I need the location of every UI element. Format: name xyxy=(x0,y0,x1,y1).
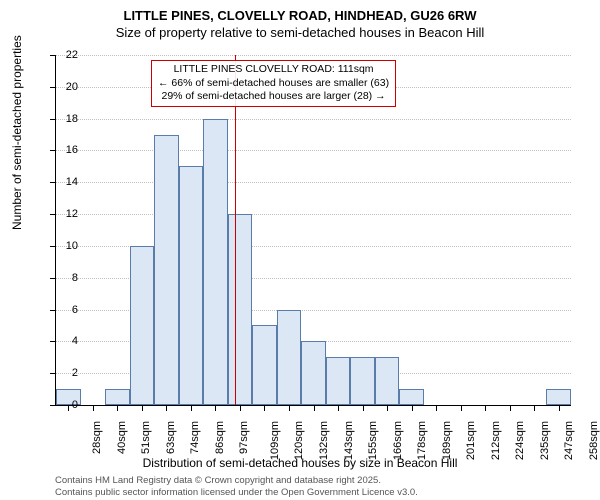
x-tick-label: 143sqm xyxy=(343,421,355,460)
x-tick-label: 247sqm xyxy=(563,421,575,460)
y-tick-label: 20 xyxy=(50,81,78,93)
histogram-bar xyxy=(375,357,400,405)
histogram-bar xyxy=(301,341,326,405)
x-tick-label: 132sqm xyxy=(318,421,330,460)
y-tick-label: 10 xyxy=(50,240,78,252)
property-marker-line xyxy=(235,55,236,405)
histogram-bar xyxy=(203,119,228,405)
x-tick xyxy=(461,405,462,411)
histogram-bar xyxy=(154,135,179,405)
x-tick xyxy=(559,405,560,411)
annotation-line1: LITTLE PINES CLOVELLY ROAD: 111sqm xyxy=(158,63,389,77)
histogram-bar xyxy=(277,310,302,405)
y-tick-label: 4 xyxy=(50,335,78,347)
y-tick-label: 16 xyxy=(50,144,78,156)
x-tick xyxy=(338,405,339,411)
y-tick-label: 8 xyxy=(50,272,78,284)
x-tick-label: 97sqm xyxy=(238,421,250,454)
x-tick xyxy=(191,405,192,411)
y-tick-label: 18 xyxy=(50,113,78,125)
x-tick-label: 74sqm xyxy=(189,421,201,454)
x-tick xyxy=(363,405,364,411)
x-tick-label: 120sqm xyxy=(294,421,306,460)
y-tick-label: 14 xyxy=(50,176,78,188)
x-tick xyxy=(142,405,143,411)
histogram-bar xyxy=(546,389,571,405)
x-tick-label: 189sqm xyxy=(441,421,453,460)
chart-title: LITTLE PINES, CLOVELLY ROAD, HINDHEAD, G… xyxy=(0,0,600,25)
x-tick-label: 86sqm xyxy=(214,421,226,454)
annotation-box: LITTLE PINES CLOVELLY ROAD: 111sqm ← 66%… xyxy=(151,60,396,107)
histogram-bar xyxy=(252,325,277,405)
x-tick xyxy=(510,405,511,411)
histogram-bar xyxy=(179,166,204,405)
gridline xyxy=(56,182,571,183)
x-tick xyxy=(117,405,118,411)
x-tick-label: 109sqm xyxy=(269,421,281,460)
x-tick-label: 155sqm xyxy=(367,421,379,460)
histogram-bar xyxy=(130,246,155,405)
x-tick xyxy=(166,405,167,411)
x-tick-label: 40sqm xyxy=(116,421,128,454)
x-tick-label: 235sqm xyxy=(539,421,551,460)
y-tick-label: 0 xyxy=(50,399,78,411)
x-tick xyxy=(485,405,486,411)
y-tick-label: 12 xyxy=(50,208,78,220)
footer-line1: Contains HM Land Registry data © Crown c… xyxy=(55,475,418,486)
annotation-line3: 29% of semi-detached houses are larger (… xyxy=(158,90,389,104)
x-tick-label: 63sqm xyxy=(165,421,177,454)
gridline xyxy=(56,119,571,120)
x-tick xyxy=(289,405,290,411)
y-tick-label: 2 xyxy=(50,367,78,379)
x-tick-label: 178sqm xyxy=(416,421,428,460)
x-tick xyxy=(534,405,535,411)
x-tick xyxy=(215,405,216,411)
footer-line2: Contains public sector information licen… xyxy=(55,487,418,498)
x-tick xyxy=(412,405,413,411)
x-tick xyxy=(264,405,265,411)
y-tick-label: 22 xyxy=(50,49,78,61)
x-tick xyxy=(436,405,437,411)
x-tick xyxy=(240,405,241,411)
histogram-bar xyxy=(350,357,375,405)
annotation-line2: ← 66% of semi-detached houses are smalle… xyxy=(158,77,389,91)
histogram-bar xyxy=(105,389,130,405)
chart-subtitle: Size of property relative to semi-detach… xyxy=(0,25,600,42)
x-tick xyxy=(387,405,388,411)
x-tick-label: 212sqm xyxy=(490,421,502,460)
chart-container: LITTLE PINES, CLOVELLY ROAD, HINDHEAD, G… xyxy=(0,0,600,500)
gridline xyxy=(56,214,571,215)
histogram-bar xyxy=(399,389,424,405)
x-tick-label: 166sqm xyxy=(392,421,404,460)
y-tick-label: 6 xyxy=(50,304,78,316)
x-tick-label: 28sqm xyxy=(91,421,103,454)
plot-area: LITTLE PINES CLOVELLY ROAD: 111sqm ← 66%… xyxy=(55,55,571,406)
histogram-bar xyxy=(228,214,253,405)
x-tick xyxy=(314,405,315,411)
gridline xyxy=(56,55,571,56)
y-axis-title: Number of semi-detached properties xyxy=(10,35,24,230)
footer-text: Contains HM Land Registry data © Crown c… xyxy=(55,475,418,498)
histogram-bar xyxy=(326,357,351,405)
x-tick-label: 258sqm xyxy=(588,421,600,460)
x-tick-label: 201sqm xyxy=(465,421,477,460)
x-tick-label: 224sqm xyxy=(514,421,526,460)
x-tick xyxy=(93,405,94,411)
gridline xyxy=(56,150,571,151)
x-tick-label: 51sqm xyxy=(140,421,152,454)
